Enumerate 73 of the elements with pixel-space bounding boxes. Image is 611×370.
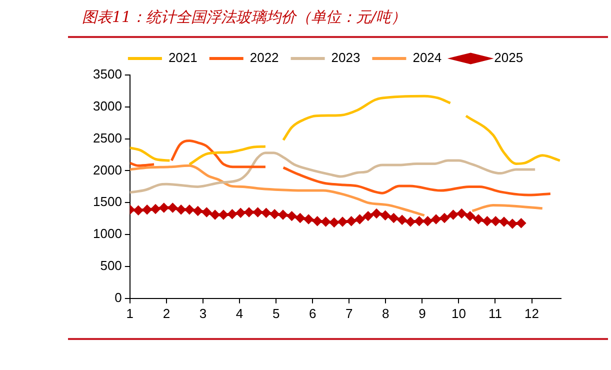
point: [218, 210, 228, 220]
legend-label: 2021: [168, 50, 198, 66]
point: [253, 208, 262, 217]
point: [482, 216, 492, 226]
x-tick-label: 1: [126, 306, 134, 321]
point: [210, 210, 220, 220]
point: [448, 210, 458, 220]
point: [142, 205, 152, 214]
legend-label: 2024: [412, 50, 442, 66]
point: [406, 217, 415, 226]
y-tick-label: 3500: [93, 66, 122, 82]
x-tick-label: 12: [524, 306, 540, 321]
y-tick-label: 2000: [93, 162, 122, 178]
point: [440, 213, 449, 222]
point: [262, 208, 271, 218]
point: [304, 214, 314, 224]
point: [228, 210, 237, 219]
legend-label: 2023: [331, 50, 360, 66]
point: [414, 216, 424, 226]
point: [202, 208, 212, 217]
line-series: [130, 152, 536, 194]
point: [491, 216, 500, 226]
x-tick-label: 4: [236, 306, 244, 321]
point: [330, 218, 339, 227]
point: [168, 203, 178, 212]
point: [423, 216, 432, 226]
point: [193, 206, 202, 216]
x-tick-label: 8: [382, 306, 390, 321]
point: [466, 212, 475, 221]
point: [516, 218, 526, 228]
y-tick-label: 1500: [93, 194, 122, 210]
point: [364, 212, 373, 221]
point: [270, 210, 280, 219]
legend-label: 2025: [494, 50, 524, 66]
point: [474, 214, 483, 224]
point: [380, 210, 390, 220]
point: [312, 216, 322, 226]
point: [134, 206, 143, 215]
point: [236, 208, 246, 218]
chart-title: 图表11：统计全国浮法玻璃均价（单位：元/吨）: [82, 8, 406, 27]
y-tick-label: 0: [114, 290, 122, 305]
x-tick-label: 10: [451, 306, 466, 321]
y-tick-label: 500: [100, 258, 122, 274]
x-tick-label: 2: [162, 306, 170, 321]
point: [184, 205, 194, 214]
legend-label: 2022: [250, 50, 279, 66]
point: [508, 219, 517, 228]
point: [176, 205, 186, 214]
point: [398, 215, 407, 224]
point: [287, 212, 296, 221]
point: [296, 213, 305, 222]
x-tick-label: 11: [488, 306, 502, 321]
x-tick-label: 7: [345, 306, 353, 321]
point: [372, 209, 382, 218]
x-tick-label: 3: [199, 306, 207, 321]
point: [346, 216, 356, 226]
point: [159, 203, 168, 212]
y-tick-label: 2500: [93, 130, 122, 146]
point: [500, 217, 509, 226]
point: [278, 210, 288, 220]
point: [389, 213, 398, 222]
y-tick-label: 1000: [93, 226, 122, 242]
point: [244, 208, 254, 217]
x-tick-label: 5: [272, 306, 280, 321]
point: [432, 214, 441, 224]
point: [457, 209, 466, 218]
x-tick-label: 6: [308, 306, 316, 321]
y-tick-label: 3000: [93, 98, 122, 114]
point: [150, 204, 160, 214]
x-tick-label: 9: [418, 306, 426, 321]
point: [338, 217, 348, 226]
point: [321, 217, 330, 226]
point: [355, 214, 364, 224]
